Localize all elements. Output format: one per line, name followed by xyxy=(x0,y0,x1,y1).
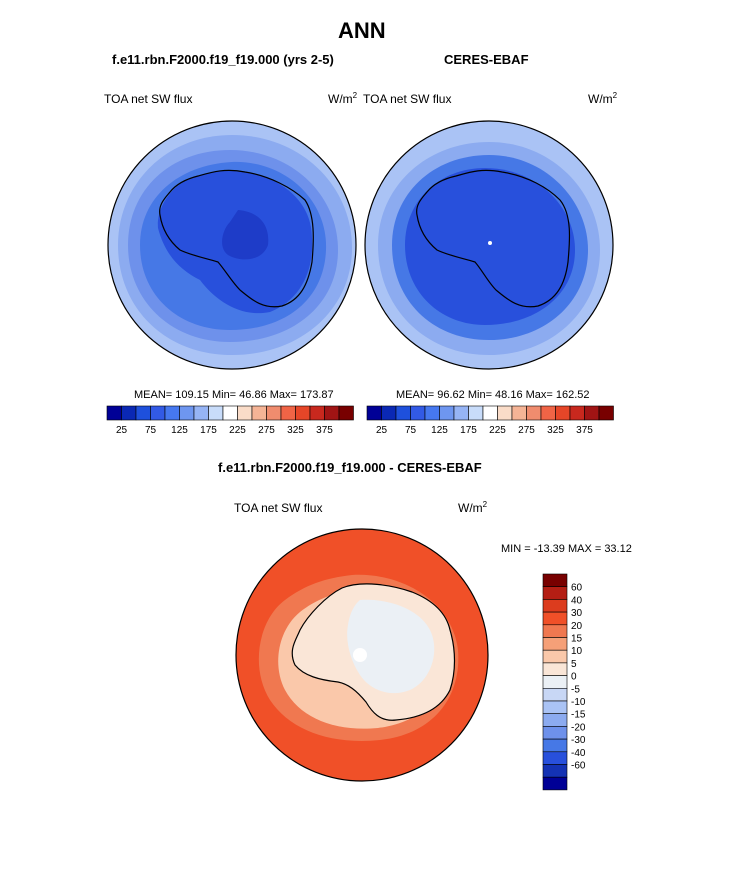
colorbar-tick-label: -60 xyxy=(571,761,586,772)
colorbar-tick-label: 275 xyxy=(258,425,275,436)
colorbar-box xyxy=(251,405,267,421)
colorbar-box xyxy=(542,637,568,651)
colorbar-box xyxy=(266,405,282,421)
colorbar-tick-label: 175 xyxy=(460,425,477,436)
colorbar-box xyxy=(542,700,568,714)
colorbar-tick-label: 5 xyxy=(571,659,577,670)
colorbar-box xyxy=(453,405,469,421)
colorbar-tick-label: 20 xyxy=(571,621,583,632)
colorbar-tick-label: 40 xyxy=(571,595,583,606)
colorbar-box xyxy=(150,405,166,421)
colorbar-tick-label: 225 xyxy=(229,425,246,436)
colorbar-box xyxy=(542,764,568,778)
colorbar-box xyxy=(295,405,311,421)
colorbar-box xyxy=(542,726,568,740)
colorbar-box xyxy=(410,405,426,421)
colorbar-box xyxy=(106,405,122,421)
colorbar-box xyxy=(542,649,568,664)
obs-case-title: CERES-EBAF xyxy=(444,52,529,67)
colorbar-tick-label: 275 xyxy=(518,425,535,436)
colorbar-box xyxy=(135,405,151,421)
colorbar-box xyxy=(193,405,209,421)
colorbar-box xyxy=(540,405,556,421)
colorbar-box xyxy=(366,405,382,421)
diff-minmax: MIN = -13.39 MAX = 33.12 xyxy=(501,543,632,555)
left-stats: MEAN= 109.15 Min= 46.86 Max= 173.87 xyxy=(134,389,334,401)
colorbar-box xyxy=(338,405,354,421)
figure-title: ANN xyxy=(338,18,386,43)
colorbar-box xyxy=(424,405,440,421)
colorbar-box xyxy=(584,405,600,421)
colorbar-tick-label: -30 xyxy=(571,735,586,746)
colorbar-tick-label: 375 xyxy=(576,425,593,436)
colorbar-box xyxy=(569,405,585,421)
colorbar-box xyxy=(542,573,568,587)
colorbar-box xyxy=(555,405,571,421)
diff-units-label: W/m2 xyxy=(458,500,488,516)
colorbar-tick-label: 325 xyxy=(287,425,304,436)
left-colorbar: 25 75 125 175 225 275 325 375 xyxy=(106,405,354,436)
colorbar-box xyxy=(542,624,568,638)
colorbar-box xyxy=(179,405,195,421)
colorbar-box xyxy=(598,405,614,421)
diff-case-title: f.e11.rbn.F2000.f19_f19.000 - CERES-EBAF xyxy=(218,460,482,475)
colorbar-box xyxy=(395,405,411,421)
colorbar-box xyxy=(164,405,180,421)
right-field-label: TOA net SW flux xyxy=(363,92,452,106)
colorbar-tick-label: -10 xyxy=(571,697,586,708)
colorbar-tick-label: 15 xyxy=(571,634,583,645)
colorbar-box xyxy=(497,405,513,421)
colorbar-tick-label: 60 xyxy=(571,583,583,594)
colorbar-tick-label: 25 xyxy=(376,425,388,436)
colorbar-tick-label: 0 xyxy=(571,672,577,683)
colorbar-tick-label: 75 xyxy=(405,425,417,436)
colorbar-tick-label: -20 xyxy=(571,722,586,733)
colorbar-tick-label: -5 xyxy=(571,684,580,695)
left-units-label: W/m2 xyxy=(328,91,358,107)
colorbar-box xyxy=(542,751,568,765)
colorbar-box xyxy=(542,713,568,727)
colorbar-tick-label: 225 xyxy=(489,425,506,436)
colorbar-tick-label: 375 xyxy=(316,425,333,436)
colorbar-box xyxy=(439,405,455,421)
colorbar-box xyxy=(542,675,568,689)
diff-field-label: TOA net SW flux xyxy=(234,501,323,515)
colorbar-box xyxy=(542,776,568,791)
colorbar-tick-label: 175 xyxy=(200,425,217,436)
colorbar-box xyxy=(208,405,224,421)
colorbar-tick-label: 325 xyxy=(547,425,564,436)
right-colorbar: 25 75 125 175 225 275 325 375 xyxy=(366,405,614,436)
colorbar-tick-label: 10 xyxy=(571,646,583,657)
colorbar-box xyxy=(309,405,325,421)
colorbar-tick-label: -15 xyxy=(571,710,586,721)
colorbar-box xyxy=(511,405,527,421)
colorbar-tick-label: 125 xyxy=(431,425,448,436)
colorbar-box xyxy=(222,405,238,421)
colorbar-tick-label: 30 xyxy=(571,608,583,619)
colorbar-box xyxy=(237,405,253,421)
colorbar-box xyxy=(542,738,568,753)
right-stats: MEAN= 96.62 Min= 48.16 Max= 162.52 xyxy=(396,389,590,401)
colorbar-box xyxy=(542,586,568,600)
colorbar-box xyxy=(542,688,568,702)
colorbar-box xyxy=(542,611,568,626)
colorbar-box xyxy=(324,405,340,421)
colorbar-tick-label: -40 xyxy=(571,748,586,759)
colorbar-box xyxy=(526,405,542,421)
colorbar-box xyxy=(542,599,568,613)
colorbar-box xyxy=(468,405,484,421)
colorbar-box xyxy=(280,405,296,421)
colorbar-box xyxy=(121,405,137,421)
colorbar-box xyxy=(381,405,397,421)
model-case-title: f.e11.rbn.F2000.f19_f19.000 (yrs 2-5) xyxy=(112,52,334,67)
colorbar-box xyxy=(482,405,498,421)
colorbar-tick-label: 25 xyxy=(116,425,128,436)
colorbar-box xyxy=(542,662,568,676)
colorbar-tick-label: 125 xyxy=(171,425,188,436)
right-units-label: W/m2 xyxy=(588,91,618,107)
left-field-label: TOA net SW flux xyxy=(104,92,193,106)
colorbar-tick-label: 75 xyxy=(145,425,157,436)
